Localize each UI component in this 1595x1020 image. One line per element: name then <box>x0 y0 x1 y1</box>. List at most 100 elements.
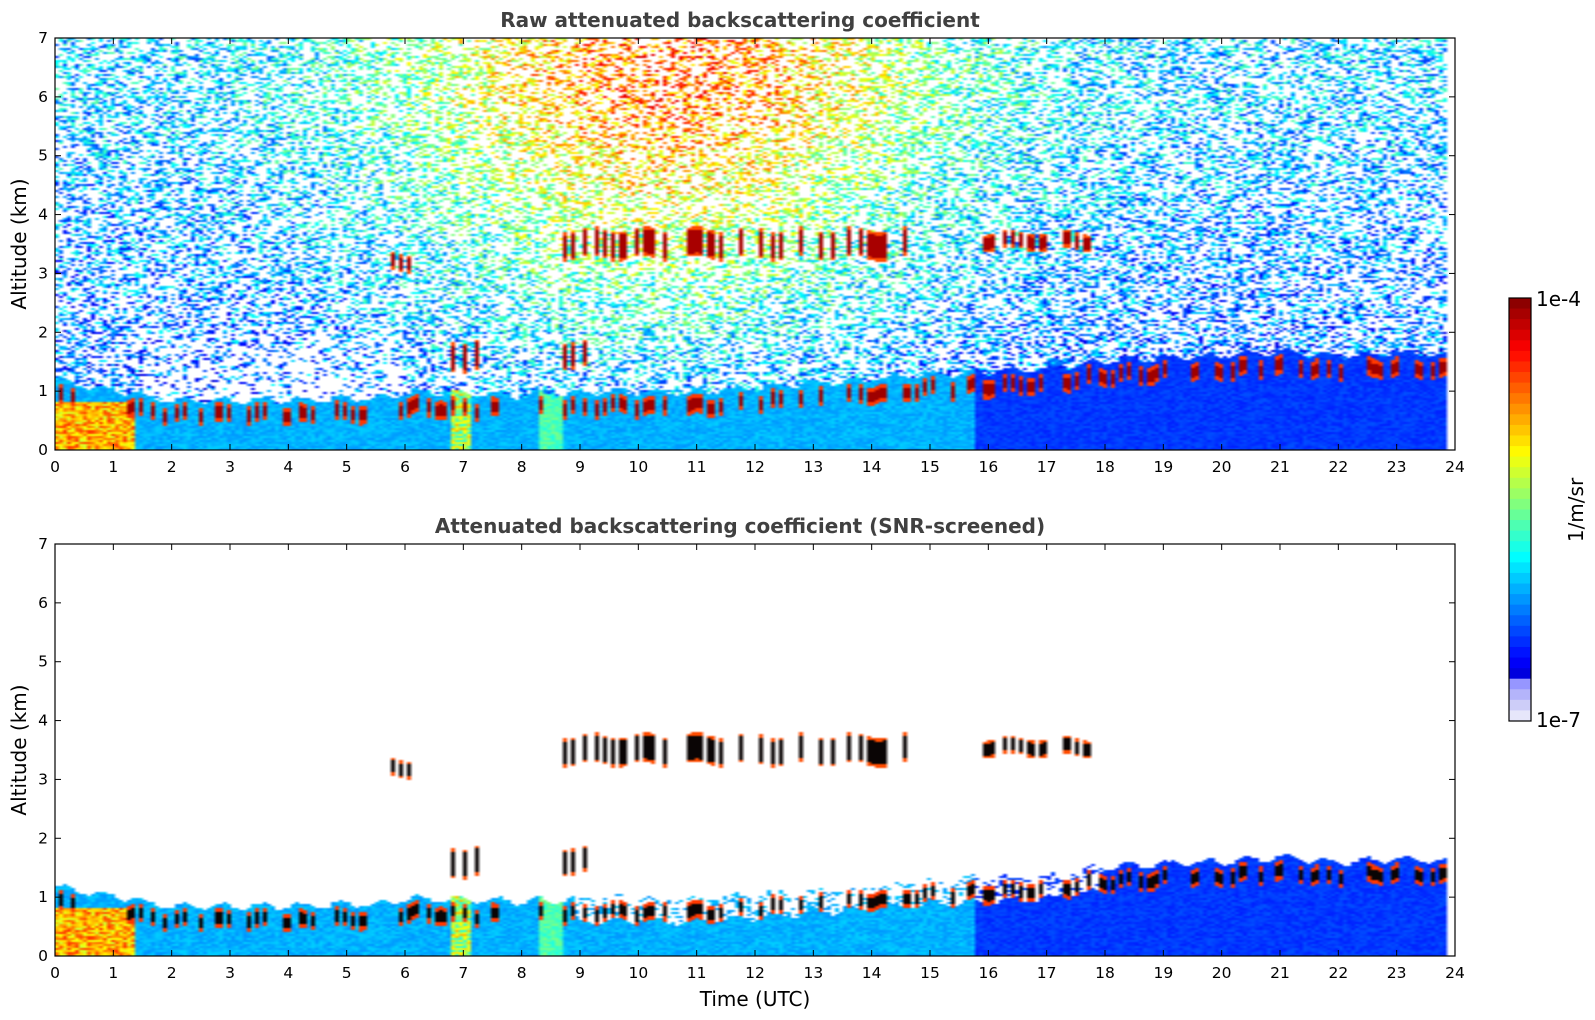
colorbar-band <box>1509 382 1531 394</box>
colorbar-band <box>1509 699 1531 711</box>
y-tick-label: 7 <box>38 29 48 47</box>
colorbar-band <box>1509 414 1531 426</box>
colorbar-band <box>1509 435 1531 447</box>
x-tick-label: 21 <box>1270 458 1290 476</box>
y-tick-label: 1 <box>38 888 48 906</box>
x-tick-label: 4 <box>283 964 293 982</box>
colorbar-band <box>1509 467 1531 479</box>
colorbar-band <box>1509 446 1531 458</box>
x-tick-label: 6 <box>400 458 410 476</box>
y-axis-label-screened: Altitude (km) <box>7 684 31 815</box>
heatmap-screened: 0 1 2 3 4 5 6 7 8 9 10 11 12 13 14 15 16 17 18 19 20 21 22 23 24… <box>38 535 1465 982</box>
chart-title-screened: Attenuated backscattering coefficient (S… <box>435 514 1045 538</box>
colorbar-band <box>1509 298 1531 310</box>
x-tick-label: 15 <box>920 458 940 476</box>
x-tick-label: 24 <box>1445 458 1465 476</box>
x-tick-label: 22 <box>1328 458 1348 476</box>
x-tick-label: 6 <box>400 964 410 982</box>
x-tick-label: 13 <box>803 458 823 476</box>
colorbar-band <box>1509 668 1531 680</box>
colorbar-band <box>1509 625 1531 637</box>
x-tick-label: 12 <box>745 964 765 982</box>
x-tick-label: 24 <box>1445 964 1465 982</box>
colorbar-band <box>1509 551 1531 563</box>
y-axis-label-raw: Altitude (km) <box>7 178 31 309</box>
backscatter-image-raw <box>55 38 1455 450</box>
colorbar-band <box>1509 393 1531 405</box>
colorbar-band <box>1509 350 1531 362</box>
heatmap-raw: 0 1 2 3 4 5 6 7 8 9 10 11 12 13 14 15 16 17 18 19 20 21 22 23 24… <box>38 29 1465 476</box>
y-tick-label: 4 <box>38 712 48 730</box>
colorbar-band <box>1509 583 1531 595</box>
x-tick-label: 17 <box>1037 458 1057 476</box>
colorbar-band <box>1509 424 1531 436</box>
colorbar-band <box>1509 372 1531 384</box>
colorbar-band <box>1509 520 1531 532</box>
colorbar-band <box>1509 319 1531 331</box>
x-tick-label: 9 <box>575 458 585 476</box>
x-tick-label: 16 <box>978 964 998 982</box>
x-tick-label: 13 <box>803 964 823 982</box>
x-tick-label: 0 <box>50 458 60 476</box>
x-tick-label: 7 <box>458 964 468 982</box>
backscatter-image-screened <box>55 544 1455 956</box>
colorbar-band <box>1509 572 1531 585</box>
colorbar-band <box>1509 530 1531 542</box>
colorbar: 1e-4 1e-7 1/m/sr <box>1508 287 1588 732</box>
x-tick-label: 5 <box>342 964 352 982</box>
colorbar-band <box>1509 340 1531 352</box>
x-tick-label: 19 <box>1153 964 1173 982</box>
x-tick-label: 10 <box>628 458 648 476</box>
x-tick-label: 11 <box>687 964 707 982</box>
colorbar-band <box>1509 477 1531 489</box>
colorbar-band <box>1509 488 1531 500</box>
colorbar-band <box>1509 329 1531 341</box>
y-tick-label: 5 <box>38 653 48 671</box>
colorbar-band <box>1509 646 1531 659</box>
colorbar-band <box>1509 657 1531 669</box>
colorbar-band <box>1509 594 1531 606</box>
colorbar-gradient <box>1509 298 1531 722</box>
chart-title-raw: Raw attenuated backscattering coefficien… <box>500 8 980 32</box>
colorbar-band <box>1509 689 1531 701</box>
colorbar-max-label: 1e-4 <box>1536 287 1581 311</box>
x-tick-label: 18 <box>1095 458 1115 476</box>
x-tick-label: 23 <box>1387 458 1407 476</box>
y-tick-label: 4 <box>38 206 48 224</box>
y-tick-label: 0 <box>38 947 48 965</box>
axes-screened: 0 1 2 3 4 5 6 7 8 9 10 11 12 13 14 15 16 17 18 19 20 21 22 23 24… <box>38 535 1465 982</box>
y-tick-label: 2 <box>38 829 48 847</box>
x-tick-label: 10 <box>628 964 648 982</box>
colorbar-band <box>1509 509 1531 521</box>
x-tick-label: 22 <box>1328 964 1348 982</box>
x-tick-label: 14 <box>862 964 882 982</box>
x-tick-label: 8 <box>517 458 527 476</box>
x-tick-label: 5 <box>342 458 352 476</box>
colorbar-band <box>1509 710 1531 722</box>
x-tick-label: 17 <box>1037 964 1057 982</box>
x-tick-label: 4 <box>283 458 293 476</box>
x-tick-label: 21 <box>1270 964 1290 982</box>
colorbar-band <box>1509 678 1531 690</box>
x-axis-label: Time (UTC) <box>699 987 811 1011</box>
x-tick-label: 2 <box>167 458 177 476</box>
colorbar-min-label: 1e-7 <box>1536 708 1581 732</box>
colorbar-band <box>1509 562 1531 574</box>
y-tick-label: 0 <box>38 441 48 459</box>
x-tick-label: 20 <box>1212 458 1232 476</box>
x-tick-label: 20 <box>1212 964 1232 982</box>
x-tick-label: 7 <box>458 458 468 476</box>
y-tick-label: 2 <box>38 323 48 341</box>
colorbar-band <box>1509 636 1531 648</box>
y-tick-label: 3 <box>38 264 48 282</box>
y-tick-label: 6 <box>38 88 48 106</box>
y-tick-label: 1 <box>38 382 48 400</box>
colorbar-frame <box>1508 297 1532 722</box>
colorbar-band <box>1509 541 1531 553</box>
x-tick-label: 8 <box>517 964 527 982</box>
y-tick-label: 6 <box>38 594 48 612</box>
x-tick-label: 1 <box>108 964 118 982</box>
x-tick-label: 1 <box>108 458 118 476</box>
x-tick-label: 3 <box>225 964 235 982</box>
